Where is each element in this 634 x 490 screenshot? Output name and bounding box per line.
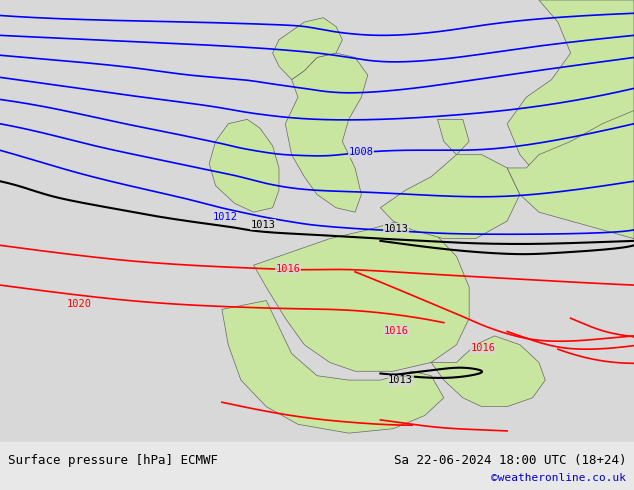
- Polygon shape: [507, 0, 634, 199]
- Text: Surface pressure [hPa] ECMWF: Surface pressure [hPa] ECMWF: [8, 454, 218, 466]
- Bar: [0, 442, 634, 490]
- Bar: [0, 442, 634, 477]
- Polygon shape: [431, 336, 545, 407]
- Text: 1013: 1013: [384, 224, 409, 234]
- Text: 1013: 1013: [388, 375, 413, 385]
- Polygon shape: [254, 221, 469, 371]
- Text: 1016: 1016: [276, 264, 301, 274]
- Polygon shape: [209, 120, 279, 212]
- Text: 1008: 1008: [349, 147, 374, 157]
- Polygon shape: [285, 53, 368, 212]
- Text: 1020: 1020: [67, 299, 92, 309]
- Polygon shape: [273, 18, 342, 79]
- Text: 1016: 1016: [384, 325, 409, 336]
- Text: ©weatheronline.co.uk: ©weatheronline.co.uk: [491, 473, 626, 483]
- Polygon shape: [437, 120, 469, 155]
- Text: 1016: 1016: [470, 343, 496, 353]
- Polygon shape: [507, 111, 634, 239]
- Text: 1012: 1012: [212, 213, 238, 222]
- Polygon shape: [380, 155, 520, 239]
- Polygon shape: [222, 300, 444, 433]
- Text: 1013: 1013: [250, 220, 276, 229]
- Text: Sa 22-06-2024 18:00 UTC (18+24): Sa 22-06-2024 18:00 UTC (18+24): [394, 454, 626, 466]
